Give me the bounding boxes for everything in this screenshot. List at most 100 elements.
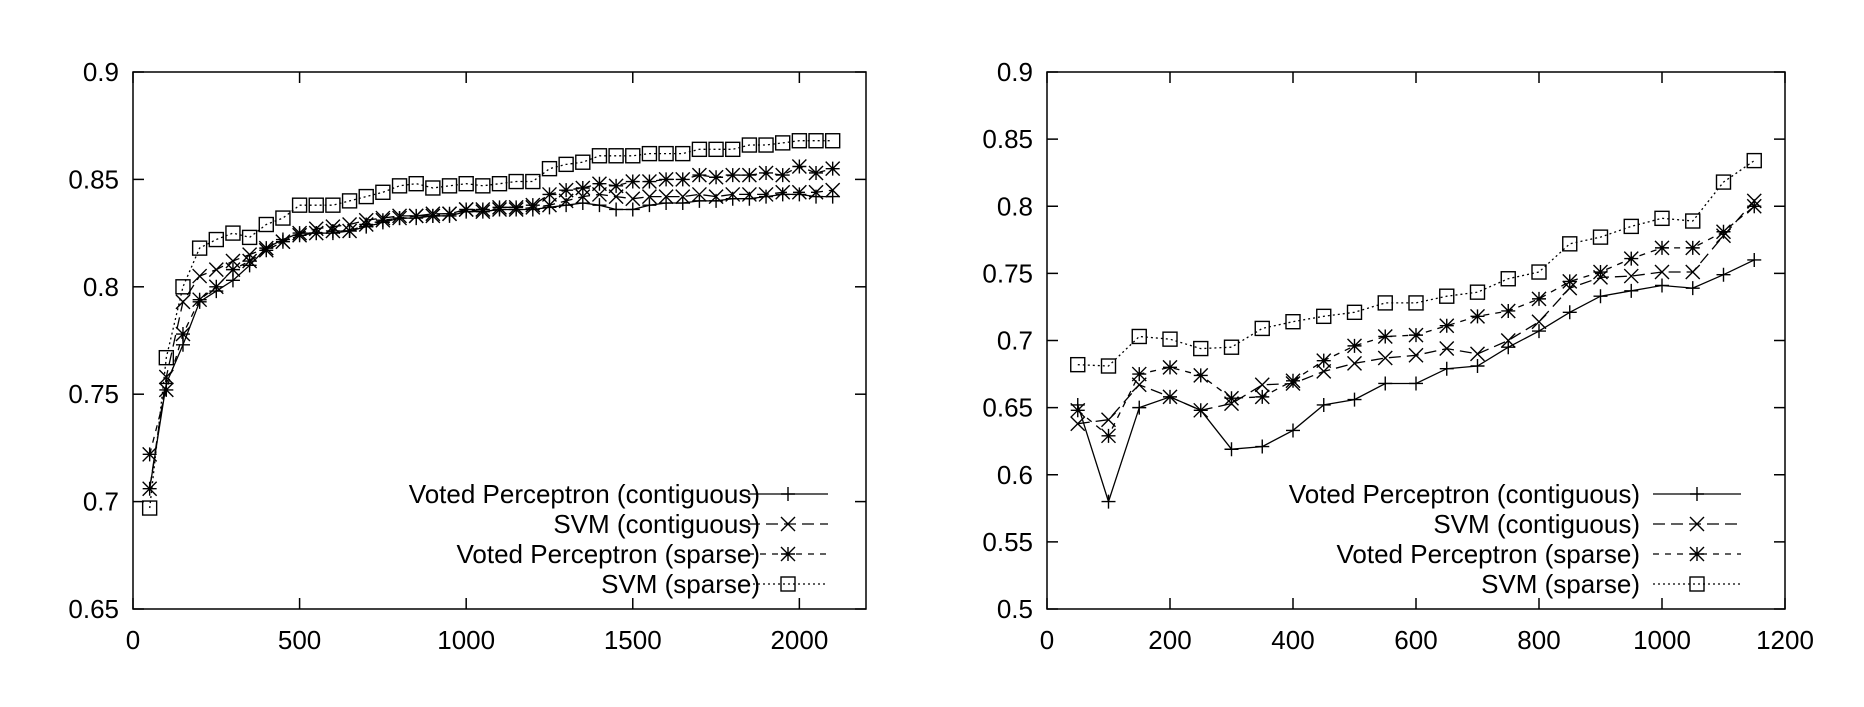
- data-point: [1162, 331, 1178, 347]
- data-point: [775, 187, 790, 202]
- y-tick-label: 0.85: [68, 164, 119, 194]
- x-tick-label: 400: [1271, 625, 1314, 655]
- data-point: [191, 240, 208, 256]
- series-line: [1077, 160, 1755, 367]
- x-tick-label: 1000: [1633, 625, 1691, 655]
- data-point: [1347, 338, 1362, 354]
- data-point: [1746, 198, 1762, 214]
- data-point: [1654, 264, 1670, 280]
- data-point: [825, 189, 840, 204]
- data-point: [791, 184, 807, 200]
- data-point: [1470, 346, 1485, 362]
- data-point: [808, 165, 824, 181]
- data-point: [292, 227, 308, 243]
- legend-marker: [1690, 487, 1704, 501]
- data-point: [1378, 376, 1393, 391]
- series-x: [1070, 193, 1762, 432]
- data-point: [225, 262, 241, 278]
- data-point: [758, 137, 774, 153]
- y-tick-label: 0.8: [83, 272, 119, 302]
- x-tick-label: 2000: [770, 625, 828, 655]
- data-point: [1255, 439, 1270, 454]
- data-point: [142, 481, 158, 497]
- y-tick-label: 0.7: [83, 487, 119, 517]
- series-plus: [142, 187, 840, 496]
- series-line: [149, 193, 833, 489]
- y-tick-label: 0.65: [982, 393, 1033, 423]
- data-point: [442, 206, 458, 222]
- y-tick-label: 0.55: [982, 527, 1033, 557]
- data-point: [741, 137, 758, 153]
- y-tick-label: 0.5: [997, 594, 1033, 624]
- data-point: [1131, 377, 1147, 393]
- data-point: [1593, 289, 1608, 304]
- y-tick-label: 0.6: [997, 460, 1033, 490]
- data-point: [291, 197, 308, 213]
- data-point: [341, 193, 358, 209]
- data-point: [675, 196, 690, 211]
- data-point: [1531, 314, 1547, 330]
- data-point: [1685, 240, 1701, 256]
- data-point: [1685, 264, 1701, 280]
- legend-marker: [1689, 546, 1705, 562]
- data-point: [1285, 314, 1301, 330]
- data-point: [258, 242, 274, 258]
- legend-marker: [1689, 516, 1705, 532]
- series-square: [141, 133, 841, 516]
- data-point: [1224, 390, 1239, 406]
- legend-label: SVM (contiguous): [1433, 509, 1640, 539]
- data-point: [659, 196, 674, 211]
- data-point: [1254, 377, 1270, 393]
- data-point: [1746, 152, 1762, 169]
- data-point: [1316, 363, 1332, 379]
- data-point: [425, 180, 441, 196]
- data-point: [1347, 355, 1362, 371]
- data-point: [1439, 341, 1455, 357]
- x-tick-label: 600: [1394, 625, 1437, 655]
- data-point: [241, 229, 258, 246]
- x-tick-label: 1000: [437, 625, 495, 655]
- data-point: [1562, 236, 1578, 252]
- data-point: [591, 176, 607, 192]
- data-point: [275, 234, 291, 250]
- data-point: [1716, 267, 1731, 282]
- data-point: [1316, 308, 1332, 325]
- data-point: [1070, 416, 1086, 432]
- data-point: [1531, 291, 1547, 307]
- legend-marker: [781, 487, 795, 501]
- data-point: [691, 186, 707, 202]
- data-point: [1623, 268, 1639, 284]
- data-point: [525, 173, 541, 190]
- data-point: [675, 145, 691, 162]
- y-tick-label: 0.75: [68, 379, 119, 409]
- data-point: [1285, 373, 1301, 389]
- data-point: [1377, 350, 1393, 366]
- series-square: [1070, 152, 1762, 374]
- series-plus: [1070, 252, 1762, 509]
- data-point: [708, 169, 724, 185]
- data-point: [208, 262, 224, 278]
- data-point: [508, 173, 524, 190]
- data-point: [1716, 224, 1731, 240]
- data-point: [1193, 402, 1209, 418]
- data-point: [741, 186, 757, 202]
- plot-frame: [132, 71, 867, 610]
- data-point: [192, 268, 208, 284]
- data-point: [658, 171, 674, 187]
- data-point: [1193, 367, 1209, 383]
- data-point: [375, 184, 391, 200]
- data-point: [242, 253, 258, 269]
- y-tick-label: 0.85: [982, 124, 1033, 154]
- data-point: [208, 231, 224, 248]
- data-point: [692, 193, 707, 208]
- series-star: [1070, 198, 1762, 444]
- data-point: [1439, 318, 1455, 334]
- data-point: [175, 279, 191, 295]
- data-point: [1685, 213, 1701, 229]
- series-line: [149, 140, 833, 509]
- data-point: [1501, 340, 1516, 355]
- data-point: [508, 199, 524, 215]
- data-point: [675, 189, 691, 205]
- data-point: [408, 208, 424, 224]
- data-point: [1562, 273, 1578, 289]
